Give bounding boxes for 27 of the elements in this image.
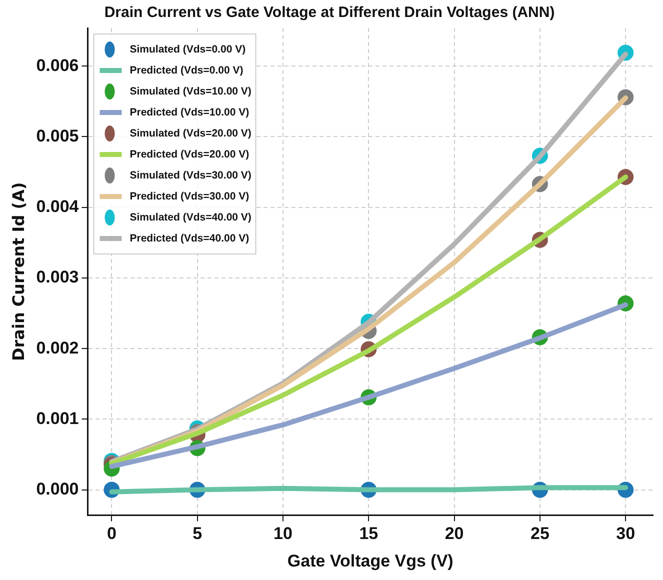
x-tick-label: 15	[359, 524, 378, 544]
x-tick-label: 20	[444, 524, 464, 544]
legend-label: Predicted (Vds=10.00 V)	[130, 106, 250, 118]
y-tick-label: 0.006	[36, 56, 79, 75]
x-tick-label: 10	[274, 524, 292, 544]
y-tick-label: 0.003	[36, 268, 79, 287]
y-axis-title: Drain Current Id (A)	[8, 182, 28, 361]
legend-label: Predicted (Vds=40.00 V)	[130, 232, 250, 244]
legend-label: Simulated (Vds=40.00 V)	[130, 211, 252, 224]
y-tick-label: 0.002	[36, 338, 79, 358]
legend-label: Predicted (Vds=30.00 V)	[130, 190, 250, 202]
x-tick-label: 0	[106, 524, 116, 544]
legend-label: Simulated (Vds=0.00 V)	[130, 43, 246, 56]
legend-label: Predicted (Vds=0.00 V)	[130, 64, 244, 76]
y-tick-label: 0.000	[36, 479, 79, 498]
y-tick-label: 0.001	[36, 408, 79, 428]
legend-label: Predicted (Vds=20.00 V)	[130, 148, 250, 160]
x-tick-label: 30	[616, 524, 636, 544]
y-tick-label: 0.005	[36, 126, 79, 146]
x-axis-title: Gate Voltage Vgs (V)	[287, 551, 454, 570]
legend-label: Simulated (Vds=30.00 V)	[130, 169, 252, 182]
legend-label: Simulated (Vds=20.00 V)	[130, 127, 252, 140]
y-tick-label: 0.004	[36, 197, 80, 216]
chart-title: Drain Current vs Gate Voltage at Different Drain Voltages (ANN)	[104, 4, 555, 22]
legend-label: Simulated (Vds=10.00 V)	[130, 85, 252, 98]
x-tick-label: 25	[530, 524, 550, 544]
x-tick-label: 5	[192, 524, 202, 544]
